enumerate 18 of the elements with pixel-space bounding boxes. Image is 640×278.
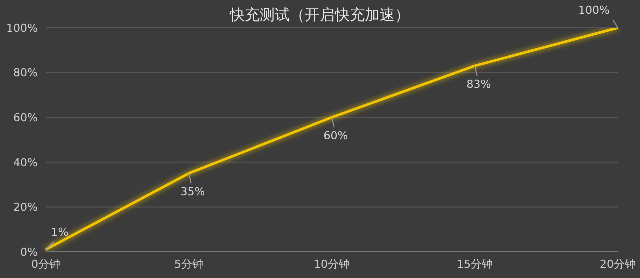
x-tick-label: 15分钟 <box>457 258 493 271</box>
chart-title: 快充测试（开启快充加速） <box>230 6 410 24</box>
line-series <box>44 28 620 252</box>
data-label: 1% <box>51 226 69 239</box>
x-tick-label: 10分钟 <box>314 258 350 271</box>
y-tick-label: 0% <box>20 246 38 259</box>
x-tick-label: 5分钟 <box>174 258 204 271</box>
data-label: 35% <box>180 186 206 199</box>
y-tick-label: 20% <box>14 201 38 214</box>
data-label: 60% <box>324 130 348 143</box>
y-tick-label: 80% <box>14 66 38 80</box>
y-tick-label: 40% <box>14 156 38 170</box>
x-tick-label: 20分钟 <box>600 258 636 271</box>
y-tick-label: 100% <box>6 22 38 35</box>
y-tick-label: 60% <box>14 112 38 125</box>
data-label: 100% <box>578 4 610 17</box>
x-tick-label: 0分钟 <box>32 258 60 271</box>
data-label: 83% <box>466 78 492 92</box>
